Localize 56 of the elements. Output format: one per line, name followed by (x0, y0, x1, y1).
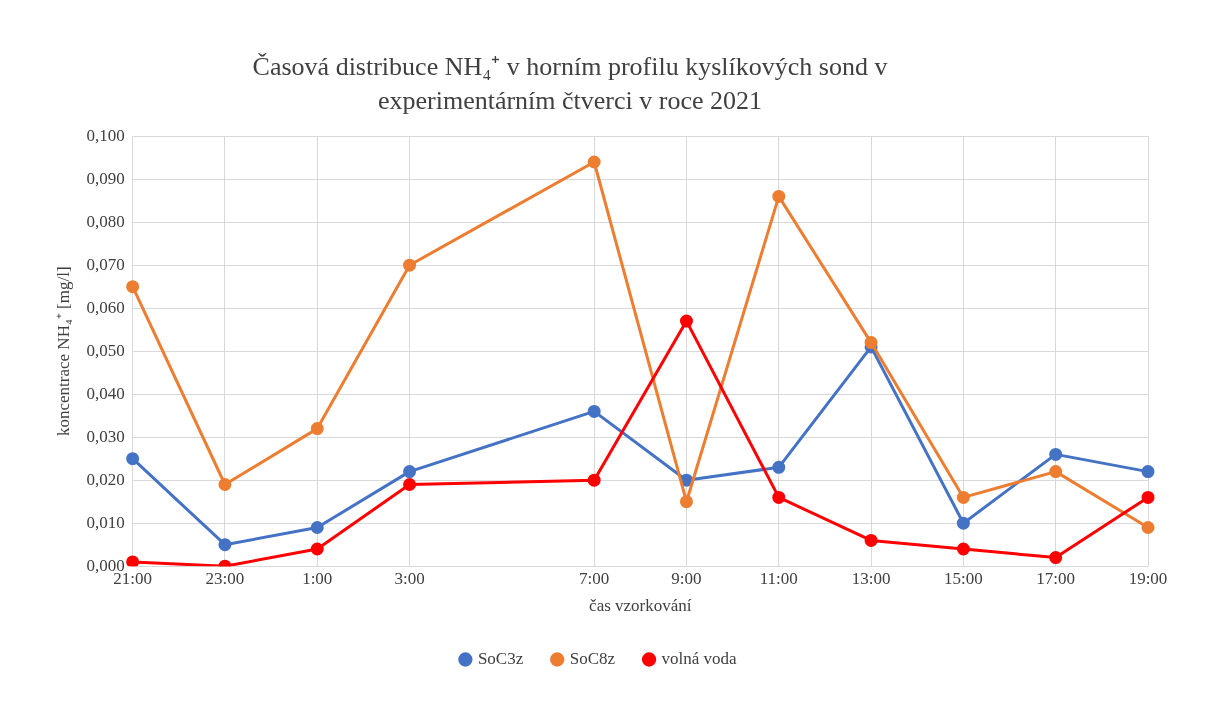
x-tick-label: 23:00 (205, 568, 245, 588)
point (1141, 465, 1155, 479)
point (126, 452, 140, 466)
legend-label: SoC8z (569, 648, 616, 668)
point (126, 555, 140, 567)
point (956, 542, 970, 556)
point (772, 490, 786, 504)
x-tick-label: 11:00 (759, 568, 798, 588)
y-tick-label: 0,100 (86, 125, 125, 145)
y-axis-title: koncentrace NH₄⁺ [mg/l] (53, 266, 73, 436)
chart-title: Časová distribuce NH₄⁺ v horním profilu kyslíkových sond v experimentárním čtverci v roce 2021 (251, 51, 889, 117)
y-tick-label: 0,080 (86, 211, 125, 231)
x-tick-label: 7:00 (579, 568, 610, 588)
x-tick-label: 19:00 (1128, 568, 1168, 588)
x-tick-label: 13:00 (851, 568, 891, 588)
point (1049, 551, 1063, 565)
x-tick-label: 1:00 (302, 568, 333, 588)
point (218, 538, 232, 552)
x-tick-label: 3:00 (394, 568, 425, 588)
point (310, 521, 324, 534)
point (956, 490, 970, 504)
point (864, 336, 878, 350)
point (772, 189, 786, 203)
y-tick-label: 0,020 (86, 469, 125, 489)
point (310, 422, 324, 436)
y-tick-label: 0,030 (86, 426, 125, 446)
point (679, 495, 693, 509)
point (1049, 447, 1063, 461)
point (864, 533, 878, 547)
y-tick-label: 0,070 (86, 254, 125, 274)
point (403, 465, 417, 479)
legend-label: volná voda (661, 648, 738, 668)
y-tick-label: 0,090 (86, 168, 125, 188)
point (956, 516, 970, 530)
point (1141, 521, 1155, 534)
y-tick-label: 0,040 (86, 383, 125, 403)
point (403, 478, 417, 491)
point (679, 314, 693, 328)
y-tick-label: 0,060 (86, 297, 125, 317)
point (1141, 490, 1155, 504)
legend-label: SoC3z (477, 648, 524, 668)
point (403, 258, 417, 272)
point (587, 155, 601, 169)
point (1049, 465, 1063, 479)
x-tick-label: 15:00 (944, 568, 983, 588)
point (587, 473, 601, 487)
point (587, 404, 601, 418)
point (310, 542, 324, 556)
point (772, 460, 786, 474)
point (218, 478, 232, 491)
point (126, 280, 140, 294)
x-tick-label: 9:00 (671, 568, 702, 588)
x-axis-title: čas vzorkování (589, 596, 692, 616)
y-tick-label: 0,050 (86, 340, 125, 360)
x-tick-label: 17:00 (1036, 568, 1076, 588)
y-tick-label: 0,010 (86, 512, 125, 532)
